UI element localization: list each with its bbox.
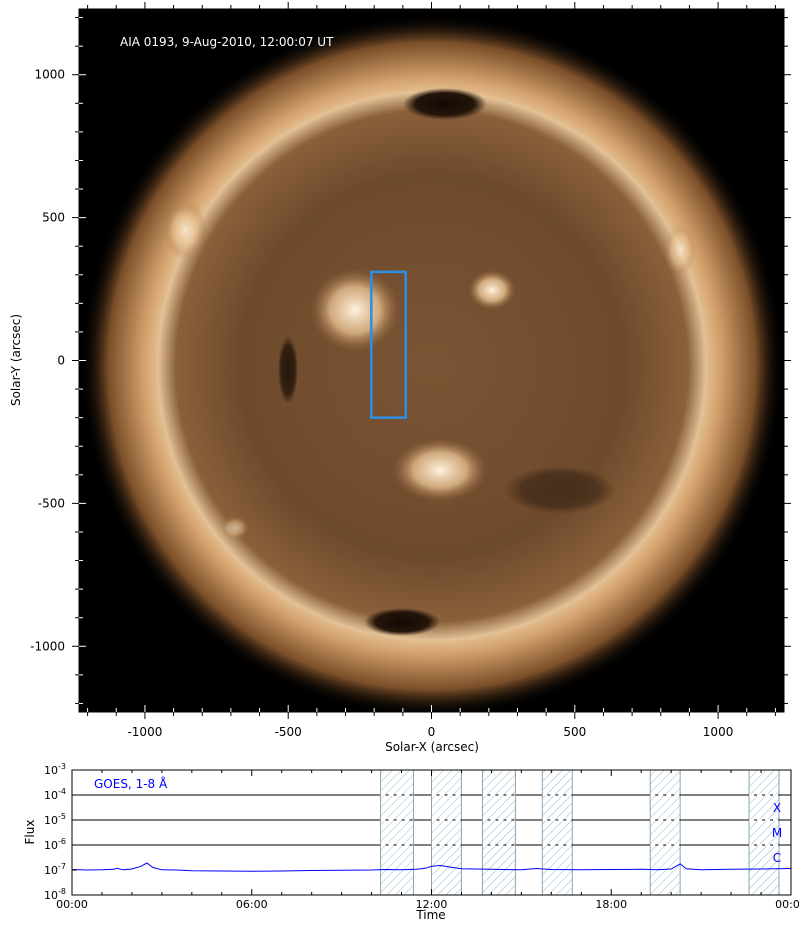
time-tick-label: 18:00 — [595, 898, 627, 911]
shaded-intervals — [380, 770, 780, 895]
limb-bright-east — [163, 200, 207, 260]
flux-tick-label: 10-3 — [44, 762, 66, 777]
solar-image-panel: AIA 0193, 9-Aug-2010, 12:00:07 UT -1000-… — [9, 2, 791, 754]
flux-tick-label: 10-4 — [44, 787, 66, 802]
shaded-interval — [481, 770, 516, 895]
flare-class-label: X — [773, 801, 781, 815]
region-of-interest-box — [370, 270, 407, 419]
flux-axis-label: Flux — [23, 820, 37, 845]
active-region-central — [310, 268, 400, 352]
active-region-south — [392, 438, 488, 502]
shaded-interval — [748, 770, 780, 895]
image-title: AIA 0193, 9-Aug-2010, 12:00:07 UT — [120, 35, 334, 49]
active-region-west — [468, 270, 516, 310]
y-tick-label: 0 — [57, 354, 65, 368]
coronal-hole-north — [403, 88, 487, 120]
flux-tick-label: 10-5 — [44, 812, 66, 827]
x-axis-label: Solar-X (arcsec) — [385, 740, 479, 754]
flare-level-lines: XMC — [72, 794, 791, 865]
solar-disk — [157, 91, 707, 641]
flux-tick-label: 10-7 — [44, 862, 66, 877]
x-tick-label: -1000 — [127, 725, 162, 739]
y-axis-label: Solar-Y (arcsec) — [9, 314, 23, 406]
goes-flux-line — [72, 862, 791, 872]
coronal-hole-south — [364, 608, 440, 636]
bright-point — [221, 516, 249, 540]
shaded-interval — [541, 770, 573, 895]
flare-class-label: C — [773, 851, 781, 865]
y-tick-label: 500 — [42, 211, 65, 225]
time-axis-ticks: 00:00 06:00 12:00 18:00 00:00 — [56, 770, 799, 911]
shaded-interval — [380, 770, 415, 895]
dark-filament — [278, 336, 298, 404]
x-tick-label: 500 — [563, 725, 586, 739]
x-tick-label: 1000 — [703, 725, 734, 739]
x-tick-label: -500 — [275, 725, 302, 739]
limb-bright-west — [664, 224, 696, 276]
y-tick-label: -1000 — [30, 639, 65, 653]
y-tick-label: -500 — [38, 496, 65, 510]
goes-panel: XMC GOES, 1-8 Å 00:00 06:00 12:00 18:00 00:0… — [23, 762, 799, 922]
time-tick-label: 00:00 — [56, 898, 88, 911]
x-tick-label: 0 — [428, 725, 436, 739]
time-tick-label: 06:00 — [236, 898, 268, 911]
y-axis-ticks: 1000 500 0 -500 -1000 — [30, 17, 791, 704]
y-tick-label: 1000 — [34, 68, 65, 82]
time-tick-label: 00:00 — [775, 898, 799, 911]
flare-class-label: M — [772, 826, 782, 840]
time-axis-label: Time — [415, 908, 445, 922]
flux-tick-label: 10-6 — [44, 837, 66, 852]
shaded-interval — [431, 770, 462, 895]
x-axis-ticks: -1000 -500 0 500 1000 — [87, 2, 776, 739]
goes-annotation: GOES, 1-8 Å — [94, 776, 168, 791]
shaded-interval — [649, 770, 681, 895]
time-tick-label: 12:00 — [416, 898, 448, 911]
dark-region — [505, 466, 615, 514]
